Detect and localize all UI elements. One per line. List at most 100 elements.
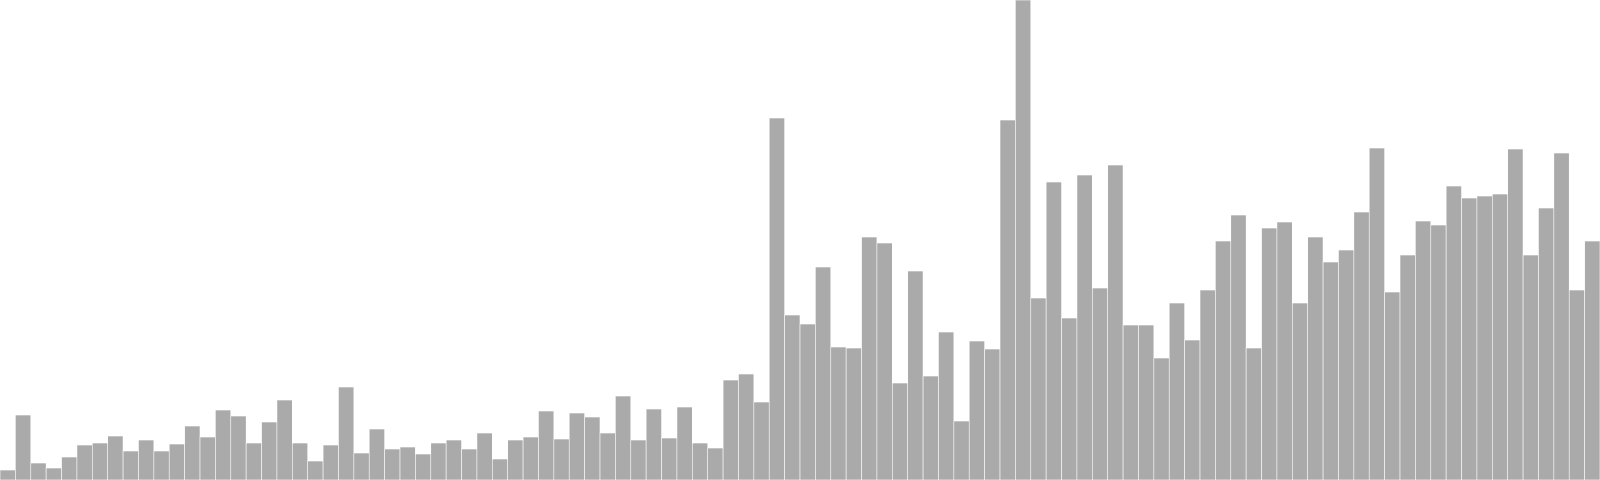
bar-32 [492, 458, 508, 480]
bar-65 [999, 119, 1016, 480]
bar-26 [399, 446, 416, 480]
bar-90 [1384, 291, 1401, 480]
bar-93 [1430, 224, 1447, 480]
bar-75 [1153, 357, 1170, 480]
bar-66 [1015, 0, 1032, 480]
bar-36 [553, 438, 570, 480]
bar-23 [353, 452, 370, 480]
bar-64 [984, 348, 1001, 480]
bar-97 [1492, 193, 1508, 480]
bar-50 [768, 117, 785, 480]
bar-60 [922, 375, 939, 480]
bar-82 [1261, 227, 1278, 480]
bar-40 [615, 395, 632, 480]
bar-91 [1399, 254, 1416, 480]
bar-44 [676, 406, 693, 480]
bar-31 [476, 432, 493, 480]
bar-3 [45, 467, 62, 480]
bar-4 [61, 456, 78, 480]
bar-15 [230, 415, 247, 480]
bar-74 [1138, 324, 1155, 480]
bar-73 [1122, 324, 1139, 480]
bar-22 [338, 386, 355, 480]
bar-38 [584, 416, 601, 480]
bar-42 [645, 408, 662, 480]
bar-67 [1030, 297, 1047, 480]
bar-1 [15, 414, 32, 480]
bar-77 [1184, 339, 1201, 480]
bar-52 [799, 323, 816, 480]
bar-28 [430, 442, 447, 480]
bar-72 [1107, 164, 1124, 480]
bar-10 [153, 450, 170, 480]
bar-46 [707, 447, 724, 480]
bar-13 [199, 436, 216, 480]
bar-85 [1307, 236, 1324, 480]
bar-43 [661, 437, 678, 480]
bar-9 [138, 439, 155, 480]
bar-0 [0, 469, 16, 480]
bar-48 [738, 373, 755, 480]
bar-95 [1461, 197, 1478, 480]
bar-45 [692, 442, 708, 480]
bar-34 [522, 436, 539, 480]
bar-33 [507, 439, 524, 480]
bar-88 [1353, 211, 1370, 480]
bar-100 [1538, 207, 1555, 480]
bar-6 [92, 442, 108, 480]
bar-8 [122, 450, 139, 480]
bar-2 [30, 462, 47, 480]
bar-68 [1045, 181, 1062, 480]
bar-59 [907, 270, 924, 480]
bar-20 [307, 460, 324, 480]
bar-83 [1276, 221, 1293, 480]
bar-17 [261, 421, 278, 480]
bar-101 [1553, 152, 1570, 480]
bar-21 [322, 444, 339, 480]
bar-89 [1368, 147, 1385, 480]
bar-47 [722, 379, 739, 480]
bar-14 [215, 409, 232, 480]
bar-84 [1292, 302, 1308, 480]
bar-69 [1061, 317, 1078, 480]
bar-53 [815, 266, 832, 480]
bar-86 [1322, 261, 1339, 480]
bar-58 [892, 382, 908, 480]
bar-76 [1168, 302, 1185, 480]
bar-5 [76, 444, 93, 480]
bar-7 [107, 435, 124, 480]
bar-25 [384, 448, 401, 480]
bar-102 [1568, 289, 1585, 480]
bar-18 [276, 399, 293, 480]
bar-81 [1245, 347, 1262, 480]
bar-54 [830, 346, 847, 480]
bar-63 [968, 340, 985, 480]
bar-57 [876, 242, 893, 480]
bar-11 [168, 443, 185, 480]
bar-55 [845, 347, 862, 480]
bar-71 [1092, 287, 1108, 480]
bar-30 [461, 448, 478, 480]
bar-92 [1415, 220, 1432, 480]
bar-79 [1215, 240, 1232, 480]
bar-39 [599, 432, 616, 480]
bar-61 [938, 331, 955, 480]
bar-70 [1076, 174, 1093, 480]
bar-12 [184, 425, 201, 480]
bar-103 [1584, 240, 1600, 480]
bar-24 [368, 428, 385, 480]
bar-96 [1476, 195, 1493, 480]
bar-94 [1445, 185, 1462, 480]
bar-37 [568, 412, 585, 480]
bar-98 [1507, 148, 1524, 480]
bar-49 [753, 401, 770, 480]
bar-35 [538, 410, 555, 480]
bar-99 [1522, 254, 1539, 480]
bar-80 [1230, 214, 1247, 480]
bar-29 [445, 439, 462, 480]
bar-41 [630, 439, 647, 480]
bar-62 [953, 420, 970, 480]
